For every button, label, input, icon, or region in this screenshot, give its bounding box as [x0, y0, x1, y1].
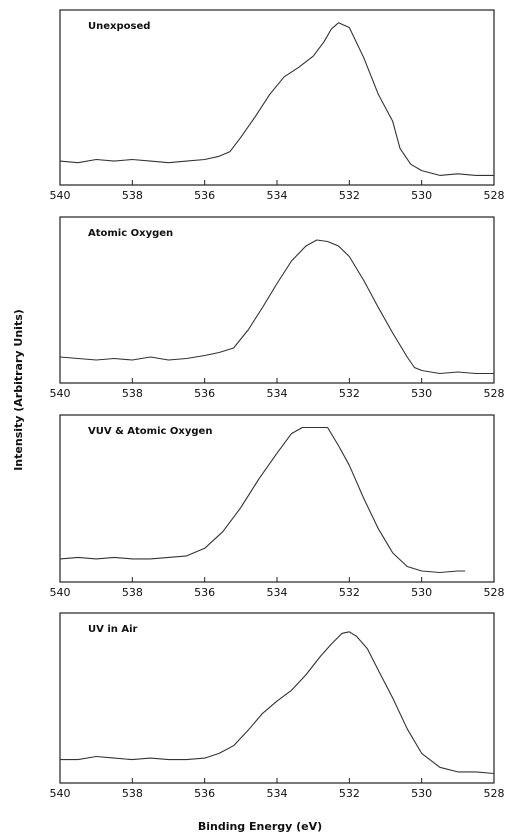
panel-frame [59, 216, 495, 384]
x-tick-label: 538 [122, 387, 143, 400]
panel-3: 540 538 536 534 532 530 528 VUV & Atomic Oxygen [50, 414, 505, 599]
spectrum-line [59, 426, 466, 574]
x-tick-label: 540 [50, 387, 71, 400]
x-tick-label: 536 [194, 189, 215, 202]
x-tick-label: 534 [267, 387, 288, 400]
x-tick-label: 530 [411, 189, 432, 202]
x-tick-label: 532 [339, 387, 360, 400]
panel-frame [59, 9, 495, 186]
y-axis-label: Intensity (Arbitrary Units) [12, 309, 25, 471]
panel-title: UV in Air [88, 624, 138, 635]
x-tick-label: 530 [411, 586, 432, 599]
x-tick-label: 536 [194, 586, 215, 599]
x-tick-label: 534 [267, 787, 288, 800]
panel-title: Atomic Oxygen [88, 228, 173, 239]
panel-4: 540 538 536 534 532 530 528 UV in Air [50, 612, 505, 800]
x-tick-label: 530 [411, 387, 432, 400]
panel-frame [59, 612, 495, 784]
x-tick-label: 532 [339, 586, 360, 599]
x-tick-label: 536 [194, 387, 215, 400]
x-tick-label: 530 [411, 787, 432, 800]
panel-frame [59, 414, 495, 583]
spectrum-line [60, 631, 495, 775]
spectrum-line [59, 239, 494, 375]
x-tick-label: 538 [122, 189, 143, 202]
x-tick-label: 540 [50, 189, 71, 202]
x-tick-label: 540 [50, 586, 71, 599]
panel-1: 540 538 536 534 532 530 528 Unexposed [50, 9, 505, 202]
panel-title: Unexposed [88, 21, 150, 32]
x-tick-label: 538 [122, 586, 143, 599]
panel-2: 540 538 536 534 532 530 528 Atomic Oxygen [50, 216, 505, 400]
x-tick-label: 528 [484, 387, 505, 400]
x-tick-label: 528 [484, 787, 505, 800]
panel-title: VUV & Atomic Oxygen [88, 426, 212, 437]
x-tick-label: 538 [122, 787, 143, 800]
x-tick-label: 534 [267, 189, 288, 202]
x-tick-label: 528 [484, 189, 505, 202]
x-tick-label: 532 [339, 787, 360, 800]
x-axis-label: Binding Energy (eV) [198, 820, 322, 833]
x-tick-label: 534 [267, 586, 288, 599]
x-tick-label: 536 [194, 787, 215, 800]
x-tick-label: 532 [339, 189, 360, 202]
x-tick-label: 528 [484, 586, 505, 599]
spectrum-line [59, 22, 494, 176]
x-tick-label: 540 [50, 787, 71, 800]
